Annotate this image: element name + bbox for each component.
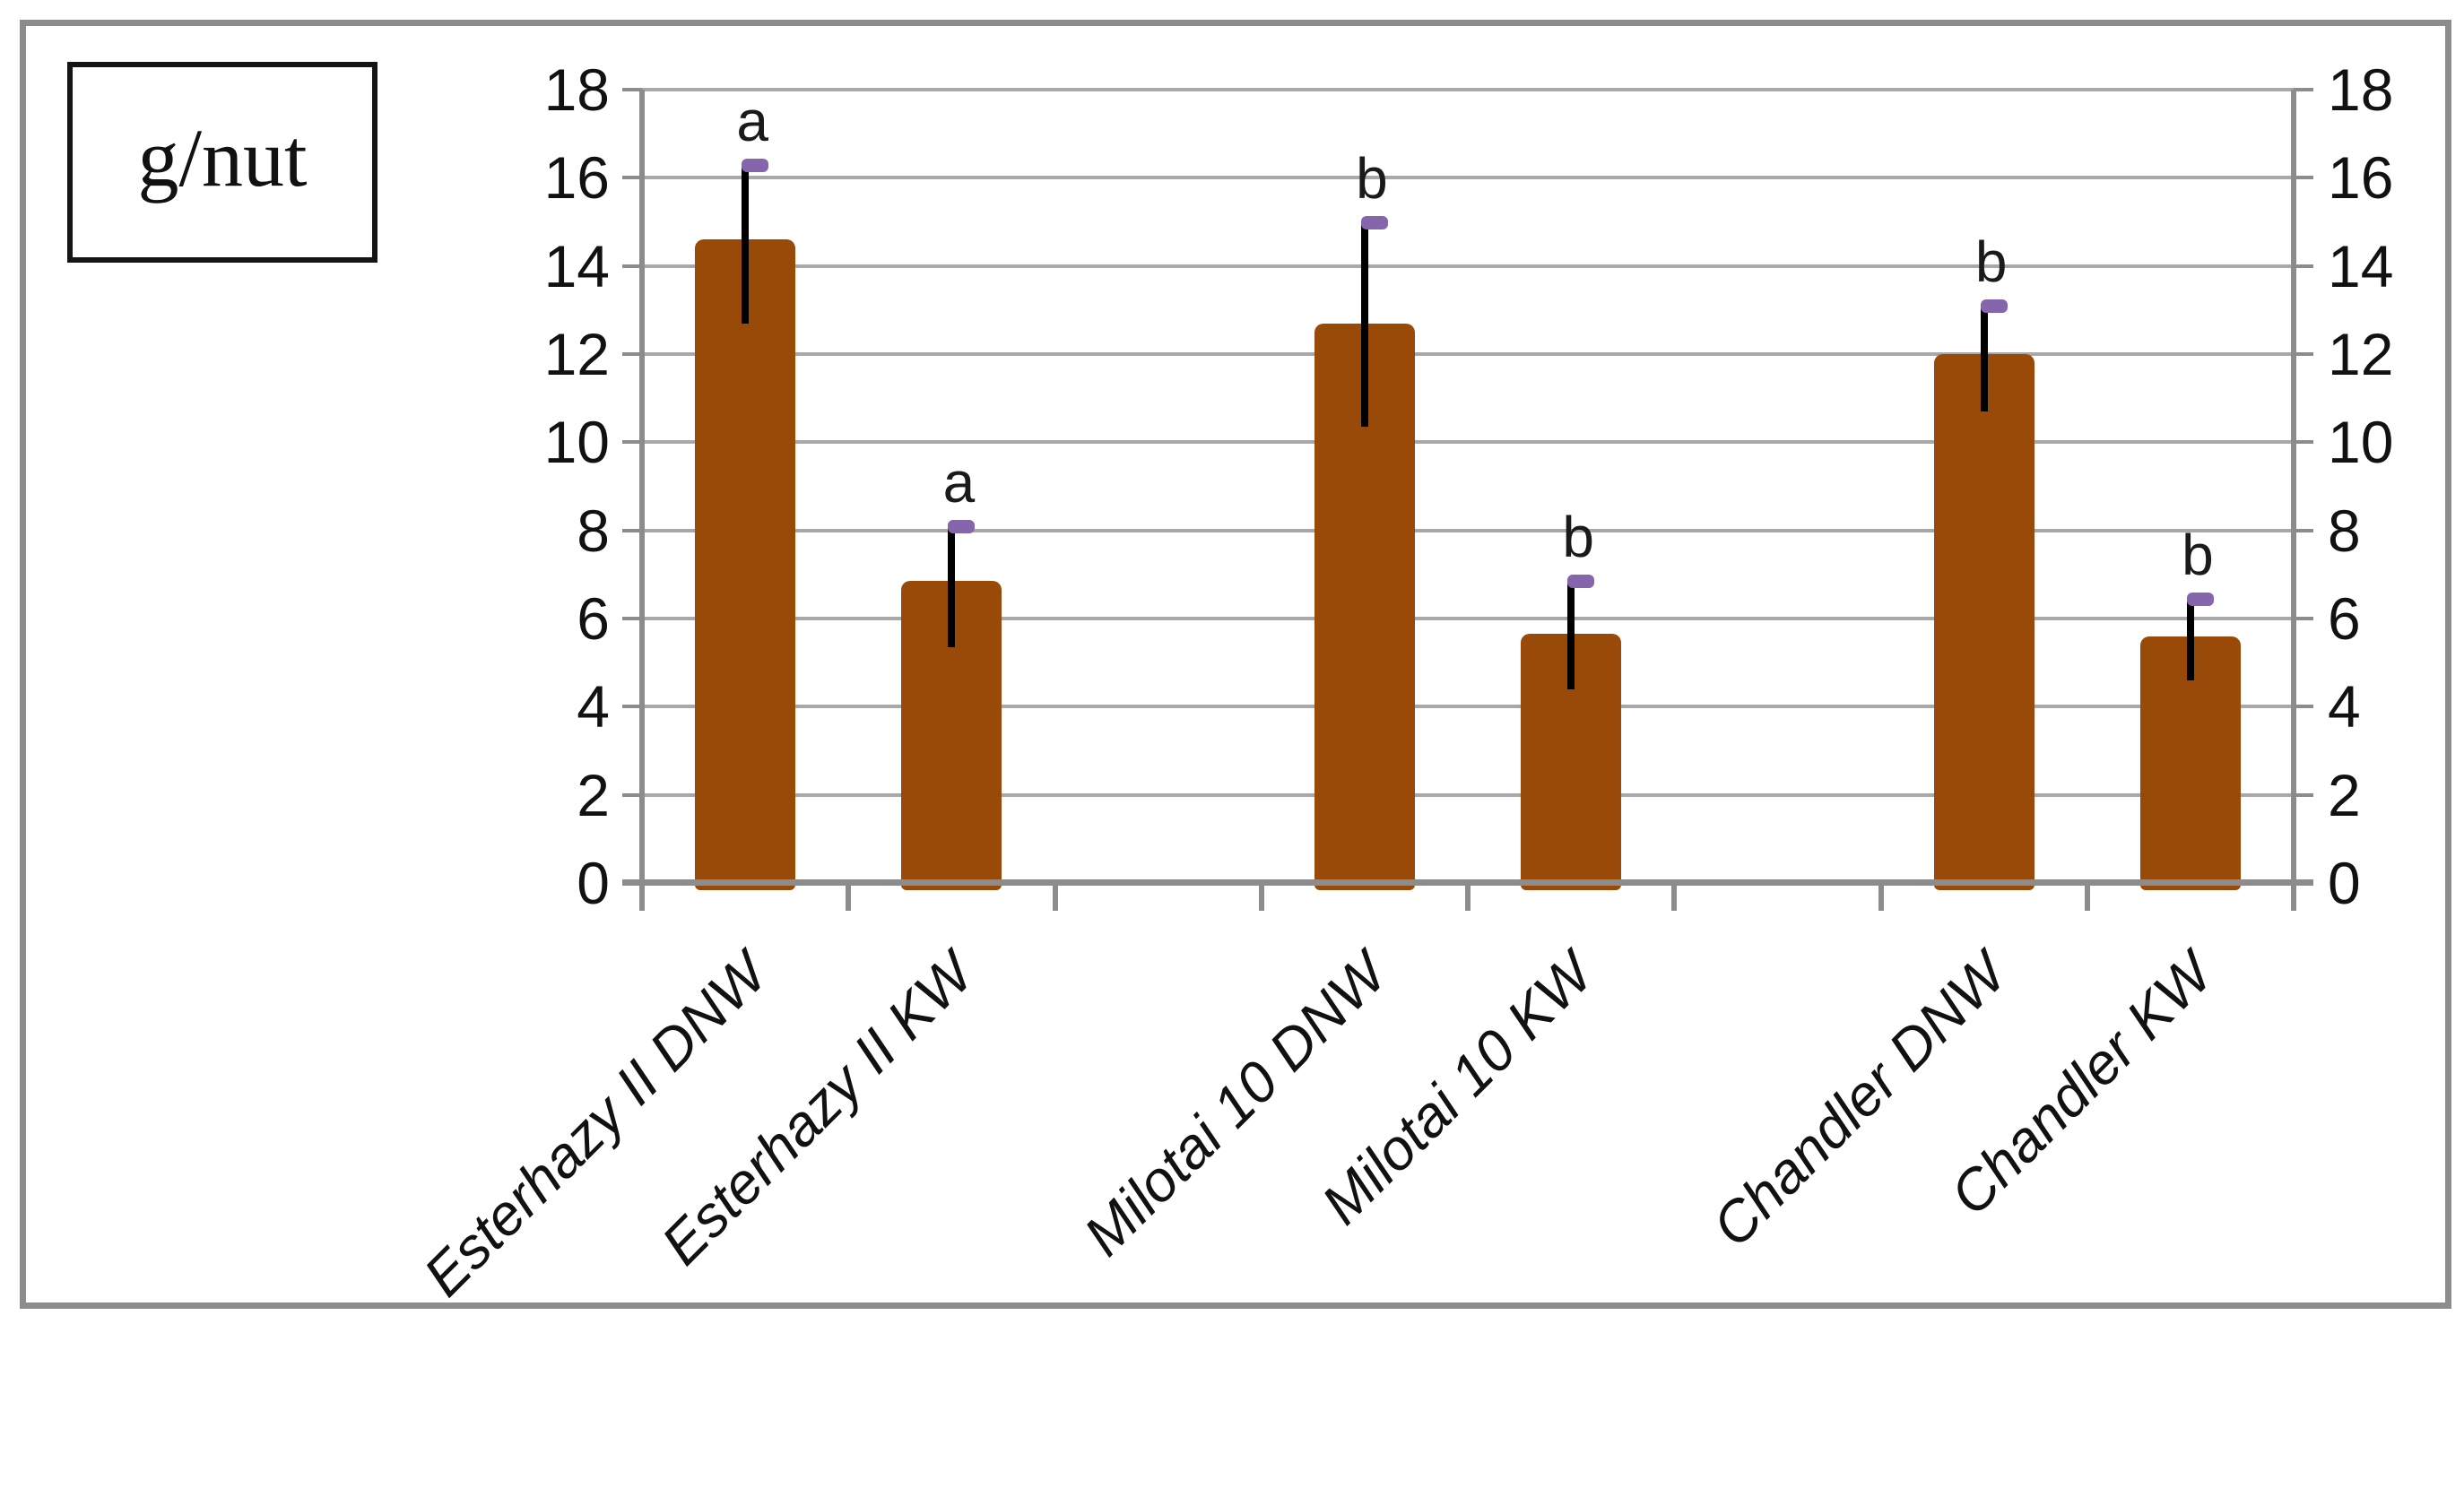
y-tick-label-right: 14 <box>2328 232 2394 299</box>
y-axis-tick-right <box>2294 88 2313 91</box>
x-axis-tick <box>2084 886 2090 911</box>
y-axis-tick-left <box>622 440 642 445</box>
y-tick-label-right: 10 <box>2328 409 2394 476</box>
bar <box>695 239 796 890</box>
gridline <box>642 705 2294 709</box>
y-tick-label-left: 16 <box>543 144 610 212</box>
x-axis-tick <box>1258 886 1264 911</box>
y-tick-label-left: 10 <box>543 409 610 476</box>
y-tick-label-left: 14 <box>543 232 610 299</box>
gridline <box>642 88 2294 91</box>
y-axis-tick-right <box>2294 176 2313 180</box>
error-cap <box>948 519 976 533</box>
significance-letter: b <box>1562 505 1594 570</box>
gridline <box>642 176 2294 180</box>
y-axis-tick-left <box>622 176 642 180</box>
gridline <box>642 352 2294 356</box>
significance-letter: b <box>1974 229 2008 294</box>
y-axis-tick-right <box>2294 264 2313 268</box>
y-axis-left <box>639 90 645 911</box>
error-cap <box>742 158 769 172</box>
x-axis-tick <box>1052 886 1058 911</box>
unit-label-box: g/nut <box>67 62 377 263</box>
x-axis-tick <box>1465 886 1471 911</box>
y-axis-tick-right <box>2294 705 2313 709</box>
y-tick-label-left: 8 <box>577 497 610 564</box>
error-cap <box>1980 299 2008 313</box>
error-bar <box>1360 221 1368 428</box>
y-tick-label-right: 4 <box>2328 673 2361 740</box>
gridline <box>642 440 2294 445</box>
error-bar <box>742 164 750 324</box>
significance-letter: b <box>2182 522 2214 587</box>
error-bar <box>1567 581 1575 689</box>
x-axis-tick <box>1671 886 1678 911</box>
gridline <box>642 528 2294 532</box>
error-cap <box>1360 215 1388 229</box>
unit-label: g/nut <box>137 112 308 203</box>
error-cap <box>2186 592 2214 606</box>
x-axis-tick <box>846 886 852 911</box>
y-tick-label-right: 2 <box>2328 761 2361 828</box>
x-axis-tick <box>1878 886 1884 911</box>
y-axis-tick-left <box>622 792 642 797</box>
y-tick-label-right: 6 <box>2328 585 2361 652</box>
y-axis-tick-right <box>2294 617 2313 620</box>
y-tick-label-right: 18 <box>2328 56 2394 123</box>
y-axis-tick-left <box>622 705 642 709</box>
gridline <box>642 792 2294 797</box>
y-tick-label-left: 6 <box>577 585 610 652</box>
y-axis-tick-left <box>622 88 642 91</box>
y-tick-label-left: 18 <box>543 56 610 123</box>
significance-letter: a <box>736 88 768 153</box>
y-tick-label-right: 12 <box>2328 321 2394 387</box>
y-axis-tick-left <box>622 352 642 356</box>
y-tick-label-right: 0 <box>2328 850 2361 916</box>
bar <box>1933 354 2035 890</box>
gridline <box>642 617 2294 620</box>
y-tick-label-right: 16 <box>2328 144 2394 212</box>
error-bar <box>2186 598 2194 680</box>
gridline <box>642 264 2294 268</box>
chart-frame: g/nut <box>20 20 2451 1309</box>
y-tick-label-left: 0 <box>577 850 610 916</box>
y-axis-tick-left <box>622 264 642 268</box>
y-axis-tick-right <box>2294 792 2313 797</box>
y-axis-tick-right <box>2294 440 2313 445</box>
y-axis-tick-right <box>2294 528 2313 532</box>
error-cap <box>1567 575 1595 589</box>
y-axis-tick-left <box>622 617 642 620</box>
y-tick-label-left: 4 <box>577 673 610 740</box>
y-axis-tick-right <box>2294 352 2313 356</box>
significance-letter: b <box>1356 145 1388 211</box>
error-bar <box>948 525 956 647</box>
significance-letter: a <box>942 449 976 515</box>
x-axis <box>622 879 2313 886</box>
error-bar <box>1980 305 1988 411</box>
y-tick-label-left: 12 <box>543 321 610 387</box>
y-axis-right <box>2291 90 2296 911</box>
y-tick-label-right: 8 <box>2328 497 2361 564</box>
y-axis-tick-left <box>622 528 642 532</box>
y-tick-label-left: 2 <box>577 761 610 828</box>
